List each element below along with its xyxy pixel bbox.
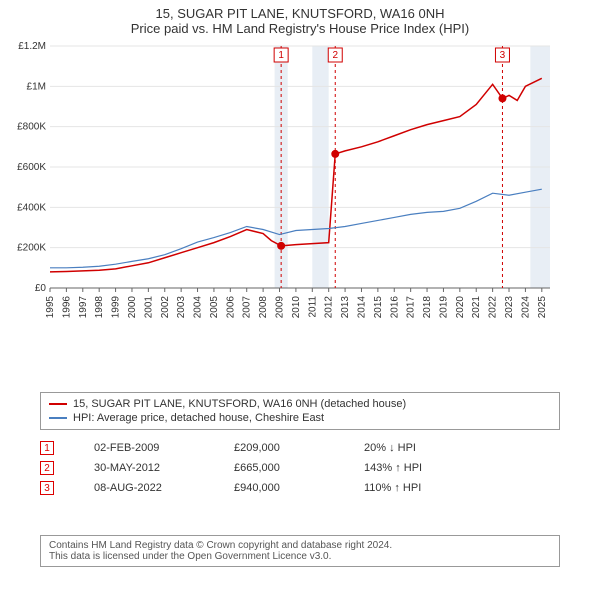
- footer-line2: This data is licensed under the Open Gov…: [49, 551, 551, 562]
- x-tick-label: 2005: [209, 296, 220, 319]
- x-tick-label: 2014: [356, 296, 367, 319]
- x-tick-label: 2001: [143, 296, 154, 319]
- footer-line1: Contains HM Land Registry data © Crown c…: [49, 540, 551, 551]
- sale-row: 1 02-FEB-2009 £209,000 20% ↓ HPI: [40, 438, 560, 458]
- event-marker-label: 3: [500, 50, 506, 61]
- legend-swatch: [49, 417, 67, 419]
- x-tick-label: 2004: [193, 296, 204, 319]
- legend-swatch: [49, 403, 67, 405]
- x-tick-label: 2015: [373, 296, 384, 319]
- x-tick-label: 2008: [258, 296, 269, 319]
- sales-table: 1 02-FEB-2009 £209,000 20% ↓ HPI 2 30-MAY-201…: [40, 438, 560, 498]
- sale-marker: 1: [40, 441, 54, 455]
- y-tick-label: £400K: [17, 202, 46, 213]
- x-tick-label: 1998: [94, 296, 105, 319]
- sale-marker: 2: [40, 461, 54, 475]
- y-tick-label: £600K: [17, 162, 46, 173]
- event-marker-label: 2: [332, 50, 338, 61]
- x-tick-label: 2006: [225, 296, 236, 319]
- sale-date: 08-AUG-2022: [94, 482, 194, 494]
- legend-row: HPI: Average price, detached house, Ches…: [49, 411, 551, 425]
- chart-title: 15, SUGAR PIT LANE, KNUTSFORD, WA16 0NH: [0, 6, 600, 21]
- x-tick-label: 2017: [406, 296, 417, 319]
- x-tick-label: 2012: [324, 296, 335, 319]
- x-tick-label: 2007: [242, 296, 253, 319]
- sale-date: 02-FEB-2009: [94, 442, 194, 454]
- legend-label: HPI: Average price, detached house, Ches…: [73, 412, 324, 424]
- chart-subtitle: Price paid vs. HM Land Registry's House …: [0, 21, 600, 36]
- sale-point: [498, 94, 506, 102]
- x-tick-label: 1999: [111, 296, 122, 319]
- y-tick-label: £800K: [17, 122, 46, 133]
- x-tick-label: 2003: [176, 296, 187, 319]
- y-tick-label: £1M: [27, 81, 46, 92]
- sale-point: [277, 242, 285, 250]
- sale-row: 2 30-MAY-2012 £665,000 143% ↑ HPI: [40, 458, 560, 478]
- sale-price: £209,000: [234, 442, 324, 454]
- sale-delta: 143% ↑ HPI: [364, 462, 422, 474]
- price-chart: £0 £200K £400K £600K £800K £1M £1.2M 1995 1996 19…: [0, 38, 560, 338]
- sale-delta: 20% ↓ HPI: [364, 442, 416, 454]
- sale-row: 3 08-AUG-2022 £940,000 110% ↑ HPI: [40, 478, 560, 498]
- x-tick-label: 2002: [160, 296, 171, 319]
- x-tick-label: 1995: [45, 296, 56, 319]
- y-tick-label: £200K: [17, 243, 46, 254]
- x-tick-label: 2024: [520, 296, 531, 319]
- x-tick-label: 2018: [422, 296, 433, 319]
- x-tick-label: 1997: [78, 296, 89, 319]
- sale-delta: 110% ↑ HPI: [364, 482, 421, 494]
- sale-date: 30-MAY-2012: [94, 462, 194, 474]
- chart-title-block: 15, SUGAR PIT LANE, KNUTSFORD, WA16 0NH …: [0, 0, 600, 38]
- x-tick-label: 2021: [471, 296, 482, 319]
- x-tick-label: 2011: [307, 296, 318, 318]
- legend-row: 15, SUGAR PIT LANE, KNUTSFORD, WA16 0NH …: [49, 397, 551, 411]
- sale-point: [331, 150, 339, 158]
- series-property: [50, 78, 542, 272]
- x-tick-label: 2010: [291, 296, 302, 319]
- x-tick-label: 2016: [389, 296, 400, 319]
- x-tick-label: 2022: [488, 296, 499, 319]
- footer-note: Contains HM Land Registry data © Crown c…: [40, 535, 560, 567]
- x-tick-label: 2023: [504, 296, 515, 319]
- sale-marker: 3: [40, 481, 54, 495]
- x-tick-label: 1996: [61, 296, 72, 319]
- sale-price: £665,000: [234, 462, 324, 474]
- legend-box: 15, SUGAR PIT LANE, KNUTSFORD, WA16 0NH …: [40, 392, 560, 430]
- event-marker-label: 1: [278, 50, 284, 61]
- x-tick-label: 2020: [455, 296, 466, 319]
- legend-label: 15, SUGAR PIT LANE, KNUTSFORD, WA16 0NH …: [73, 398, 406, 410]
- x-tick-label: 2025: [537, 296, 548, 319]
- x-tick-label: 2019: [438, 296, 449, 319]
- y-tick-label: £0: [35, 283, 47, 294]
- x-tick-label: 2013: [340, 296, 351, 319]
- sale-price: £940,000: [234, 482, 324, 494]
- x-tick-label: 2009: [275, 296, 286, 319]
- series-hpi: [50, 189, 542, 268]
- y-tick-label: £1.2M: [18, 41, 46, 52]
- x-tick-label: 2000: [127, 296, 138, 319]
